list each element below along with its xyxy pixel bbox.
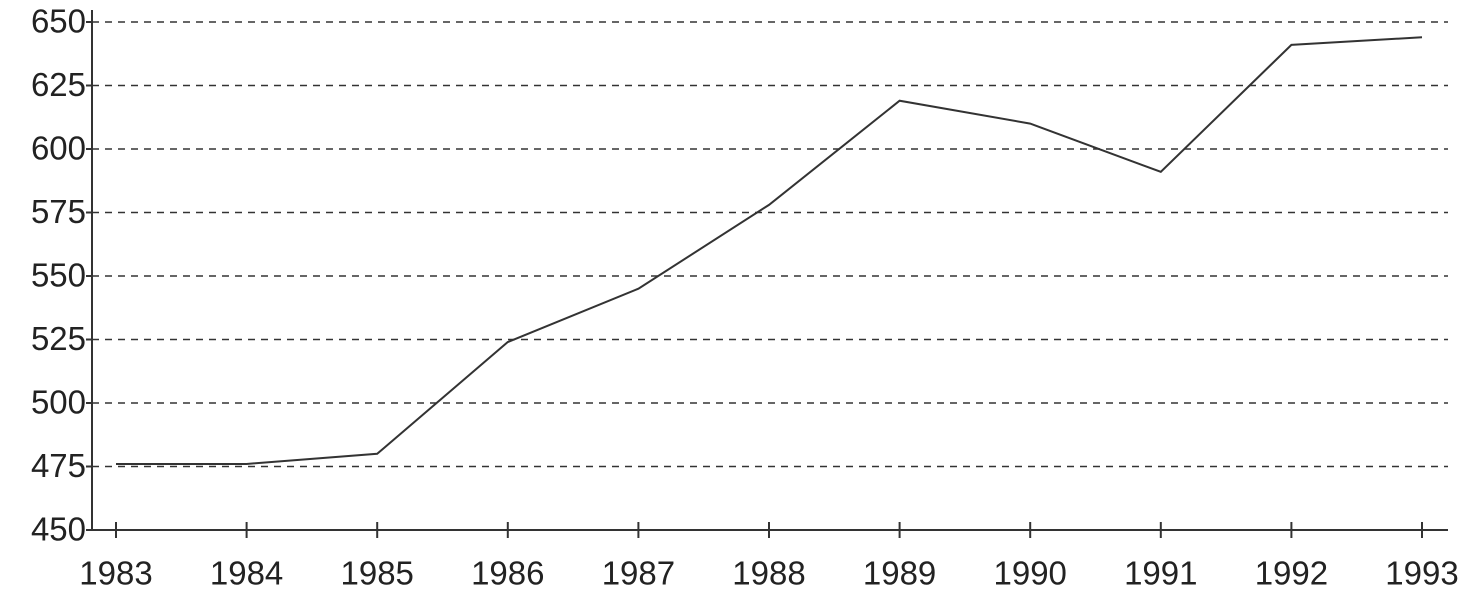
y-tick-label: 650: [31, 3, 86, 40]
y-tick-label: 625: [31, 66, 86, 103]
x-tick-label: 1984: [210, 555, 283, 591]
y-tick-label: 450: [31, 511, 86, 548]
x-tick-label: 1988: [732, 555, 805, 591]
y-tick-label: 600: [31, 130, 86, 167]
y-tick-label: 500: [31, 384, 86, 421]
x-tick-label: 1989: [863, 555, 936, 591]
x-tick-label: 1991: [1124, 555, 1197, 591]
x-tick-label: 1986: [471, 555, 544, 591]
x-tick-label: 1993: [1385, 555, 1458, 591]
x-tick-label: 1990: [993, 555, 1066, 591]
x-tick-label: 1985: [340, 555, 413, 591]
x-tick-label: 1983: [79, 555, 152, 591]
y-tick-label: 575: [31, 193, 86, 230]
data-line: [116, 36, 1423, 465]
y-tick-label: 475: [31, 447, 86, 484]
y-tick-label: 525: [31, 320, 86, 357]
x-tick-label: 1987: [602, 555, 675, 591]
x-tick-label: 1992: [1255, 555, 1328, 591]
y-tick-label: 550: [31, 257, 86, 294]
